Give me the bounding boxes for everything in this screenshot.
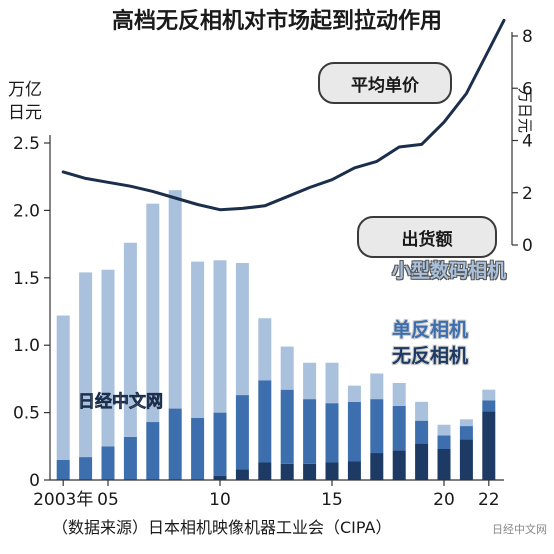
bar-compact-2020 [438, 425, 451, 436]
left-tick-label-4: 2.0 [13, 201, 40, 221]
watermark: 日经中文网 [78, 391, 163, 412]
right-tick-label-4: 8 [522, 27, 533, 47]
bar-compact-2012 [258, 318, 271, 380]
corner-watermark: 日经中文网 [492, 522, 547, 536]
x-tick-label-22: 22 [478, 490, 500, 510]
bar-mirrorless-2022 [482, 411, 495, 480]
bar-dslr-2005 [102, 446, 115, 480]
bar-dslr-2014 [303, 399, 316, 464]
bar-dslr-2011 [236, 395, 249, 469]
bar-dslr-2007 [146, 422, 159, 480]
bar-mirrorless-2013 [281, 464, 294, 480]
left-tick-label-3: 1.5 [13, 269, 40, 289]
bar-compact-2005 [102, 270, 115, 447]
bar-mirrorless-2011 [236, 469, 249, 480]
x-tick-label-15: 15 [321, 490, 343, 510]
bar-mirrorless-2017 [370, 453, 383, 480]
bar-compact-2016 [348, 386, 361, 402]
bar-compact-2011 [236, 263, 249, 395]
bar-compact-2008 [169, 190, 182, 408]
right-tick-label-2: 4 [522, 132, 533, 152]
bar-compact-2015 [326, 363, 339, 403]
avg-price-label: 平均单价 [318, 62, 452, 104]
legend-mirrorless: 无反相机 [392, 341, 468, 368]
x-tick-label-10: 10 [209, 490, 231, 510]
bar-compact-2007 [146, 204, 159, 422]
bar-mirrorless-2016 [348, 461, 361, 480]
bar-dslr-2009 [191, 418, 204, 480]
chart-title: 高档无反相机对市场起到拉动作用 [112, 8, 442, 34]
bar-compact-2010 [214, 260, 227, 412]
right-tick-label-1: 2 [522, 184, 533, 204]
x-tick-label-20: 20 [433, 490, 455, 510]
bar-dslr-2019 [415, 421, 428, 444]
bar-compact-2019 [415, 402, 428, 421]
bar-mirrorless-2012 [258, 462, 271, 480]
bar-dslr-2020 [438, 436, 451, 449]
left-axis-unit-line2: 日元 [8, 103, 42, 123]
legend-compact: 小型数码相机 [392, 256, 506, 283]
bar-mirrorless-2018 [393, 450, 406, 480]
bar-compact-2009 [191, 262, 204, 418]
bar-dslr-2010 [214, 413, 227, 476]
bar-dslr-2003 [57, 460, 70, 480]
bar-compact-2018 [393, 383, 406, 406]
bar-compact-2014 [303, 363, 316, 399]
left-axis-unit-line1: 万亿 [8, 80, 42, 100]
bar-dslr-2021 [460, 426, 473, 439]
bar-mirrorless-2019 [415, 444, 428, 480]
x-tick-label-2003年: 2003年 [33, 490, 93, 510]
bar-compact-2004 [79, 272, 92, 457]
left-tick-label-0: 0 [29, 471, 40, 491]
bar-mirrorless-2010 [214, 476, 227, 480]
bar-compact-2021 [460, 419, 473, 426]
bar-compact-2013 [281, 347, 294, 390]
bar-mirrorless-2014 [303, 464, 316, 480]
right-tick-label-0: 0 [522, 236, 533, 256]
bar-dslr-2018 [393, 406, 406, 450]
bar-dslr-2017 [370, 399, 383, 453]
legend-dslr: 单反相机 [392, 315, 468, 342]
shipments-label: 出货额 [357, 216, 497, 258]
bar-compact-2022 [482, 390, 495, 401]
bar-dslr-2022 [482, 400, 495, 411]
bar-mirrorless-2020 [438, 449, 451, 480]
source-note: （数据来源）日本相机映像机器工业会（CIPA） [52, 518, 391, 537]
bar-dslr-2015 [326, 403, 339, 462]
bar-compact-2017 [370, 374, 383, 400]
left-tick-label-2: 1.0 [13, 336, 40, 356]
price-line-group [63, 20, 504, 209]
bar-mirrorless-2015 [326, 462, 339, 480]
bar-dslr-2008 [169, 409, 182, 480]
bar-mirrorless-2021 [460, 440, 473, 480]
bar-dslr-2004 [79, 457, 92, 480]
bar-dslr-2012 [258, 380, 271, 462]
x-tick-label-05: 05 [97, 490, 119, 510]
left-tick-label-1: 0.5 [13, 404, 40, 424]
bar-dslr-2006 [124, 437, 137, 480]
bar-dslr-2016 [348, 402, 361, 461]
right-tick-label-3: 6 [522, 79, 533, 99]
bar-dslr-2013 [281, 390, 294, 464]
avg-price-line [63, 20, 504, 209]
left-tick-label-5: 2.5 [13, 134, 40, 154]
bar-compact-2003 [57, 316, 70, 460]
